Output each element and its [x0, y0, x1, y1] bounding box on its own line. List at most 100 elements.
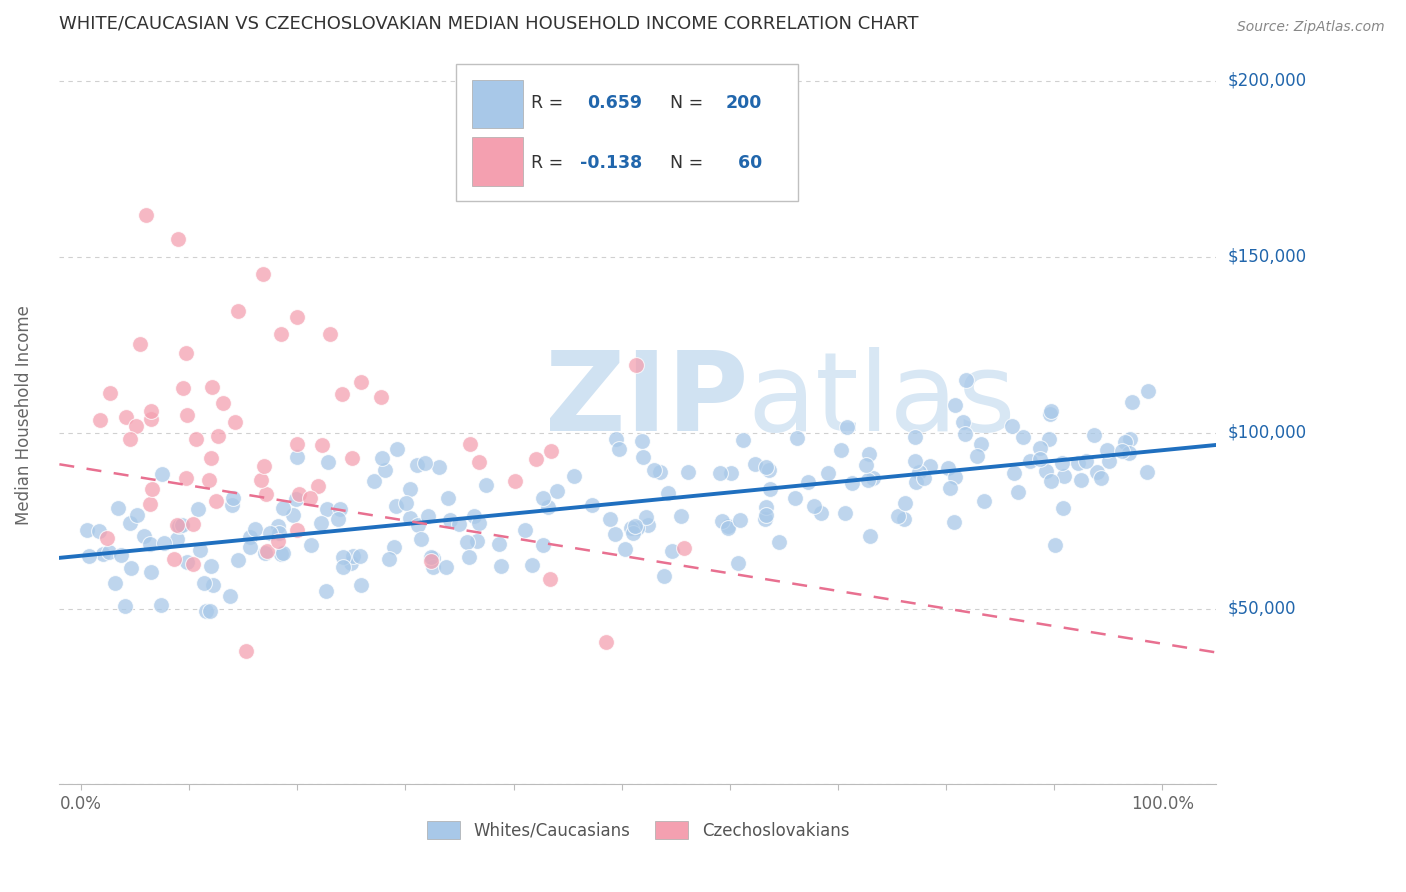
Point	[624, 358, 647, 372]
Point	[399, 482, 422, 496]
Point	[650, 465, 672, 479]
Point	[862, 471, 884, 485]
Point	[717, 518, 740, 533]
Point	[458, 437, 481, 451]
Point	[1040, 475, 1063, 489]
Point	[395, 496, 418, 510]
Point	[201, 578, 224, 592]
Point	[952, 415, 974, 429]
Point	[727, 557, 749, 571]
Text: $100,000: $100,000	[1227, 424, 1306, 442]
Point	[465, 534, 488, 549]
Point	[755, 459, 778, 474]
Point	[284, 491, 307, 506]
Point	[467, 455, 489, 469]
Point	[163, 551, 186, 566]
Point	[285, 310, 308, 324]
Point	[841, 475, 863, 490]
Point	[139, 497, 162, 511]
Point	[830, 443, 852, 458]
Point	[221, 498, 243, 512]
Point	[955, 373, 977, 387]
Point	[406, 517, 429, 532]
Point	[1083, 427, 1105, 442]
Point	[759, 482, 782, 496]
Point	[342, 549, 364, 564]
Point	[613, 541, 636, 556]
Point	[636, 509, 658, 524]
Point	[858, 447, 880, 461]
Point	[125, 508, 148, 523]
Point	[1076, 454, 1098, 468]
Point	[271, 546, 294, 560]
Point	[172, 381, 194, 395]
Text: R =: R =	[531, 154, 569, 172]
Point	[270, 547, 292, 561]
Point	[457, 549, 479, 564]
Point	[1114, 434, 1136, 449]
Point	[676, 465, 699, 479]
Point	[200, 451, 222, 466]
Point	[531, 491, 554, 505]
Point	[939, 482, 962, 496]
Point	[531, 538, 554, 552]
Point	[135, 207, 157, 221]
Point	[309, 516, 332, 530]
Point	[409, 532, 432, 546]
Point	[1018, 454, 1040, 468]
Y-axis label: Median Household Income: Median Household Income	[15, 305, 32, 525]
Point	[239, 540, 262, 554]
Point	[413, 457, 436, 471]
Point	[1039, 407, 1062, 421]
Point	[671, 508, 693, 523]
Point	[786, 431, 808, 445]
Point	[488, 537, 510, 551]
Point	[1052, 456, 1074, 470]
Point	[339, 556, 361, 570]
Point	[537, 500, 560, 515]
Point	[176, 408, 198, 422]
Point	[226, 304, 249, 318]
Point	[908, 465, 931, 479]
Point	[326, 512, 349, 526]
Point	[141, 482, 163, 496]
Text: WHITE/CAUCASIAN VS CZECHOSLOVAKIAN MEDIAN HOUSEHOLD INCOME CORRELATION CHART: WHITE/CAUCASIAN VS CZECHOSLOVAKIAN MEDIA…	[59, 15, 920, 33]
Point	[96, 532, 118, 546]
Point	[107, 501, 129, 516]
Point	[187, 501, 209, 516]
Point	[174, 471, 197, 485]
Point	[953, 427, 976, 442]
Point	[720, 466, 742, 480]
Point	[150, 599, 173, 613]
Point	[595, 635, 617, 649]
Point	[1053, 468, 1076, 483]
Point	[330, 387, 353, 401]
Point	[153, 536, 176, 550]
Point	[893, 512, 915, 526]
Point	[114, 599, 136, 613]
Point	[422, 550, 444, 565]
Point	[226, 553, 249, 567]
Point	[505, 474, 527, 488]
Point	[139, 412, 162, 426]
Point	[728, 513, 751, 527]
Text: $50,000: $50,000	[1227, 599, 1296, 617]
Point	[673, 541, 696, 555]
Point	[524, 452, 547, 467]
Point	[181, 517, 204, 532]
Point	[253, 458, 276, 473]
Point	[340, 451, 363, 466]
Text: 60: 60	[725, 154, 762, 172]
Point	[184, 433, 207, 447]
Point	[755, 500, 778, 515]
FancyBboxPatch shape	[456, 64, 797, 201]
Point	[709, 467, 731, 481]
Point	[731, 433, 754, 447]
FancyBboxPatch shape	[472, 137, 523, 186]
Point	[1038, 433, 1060, 447]
Point	[374, 463, 396, 477]
Text: 200: 200	[725, 94, 762, 112]
Point	[1118, 446, 1140, 460]
Point	[250, 474, 273, 488]
Point	[1111, 444, 1133, 458]
